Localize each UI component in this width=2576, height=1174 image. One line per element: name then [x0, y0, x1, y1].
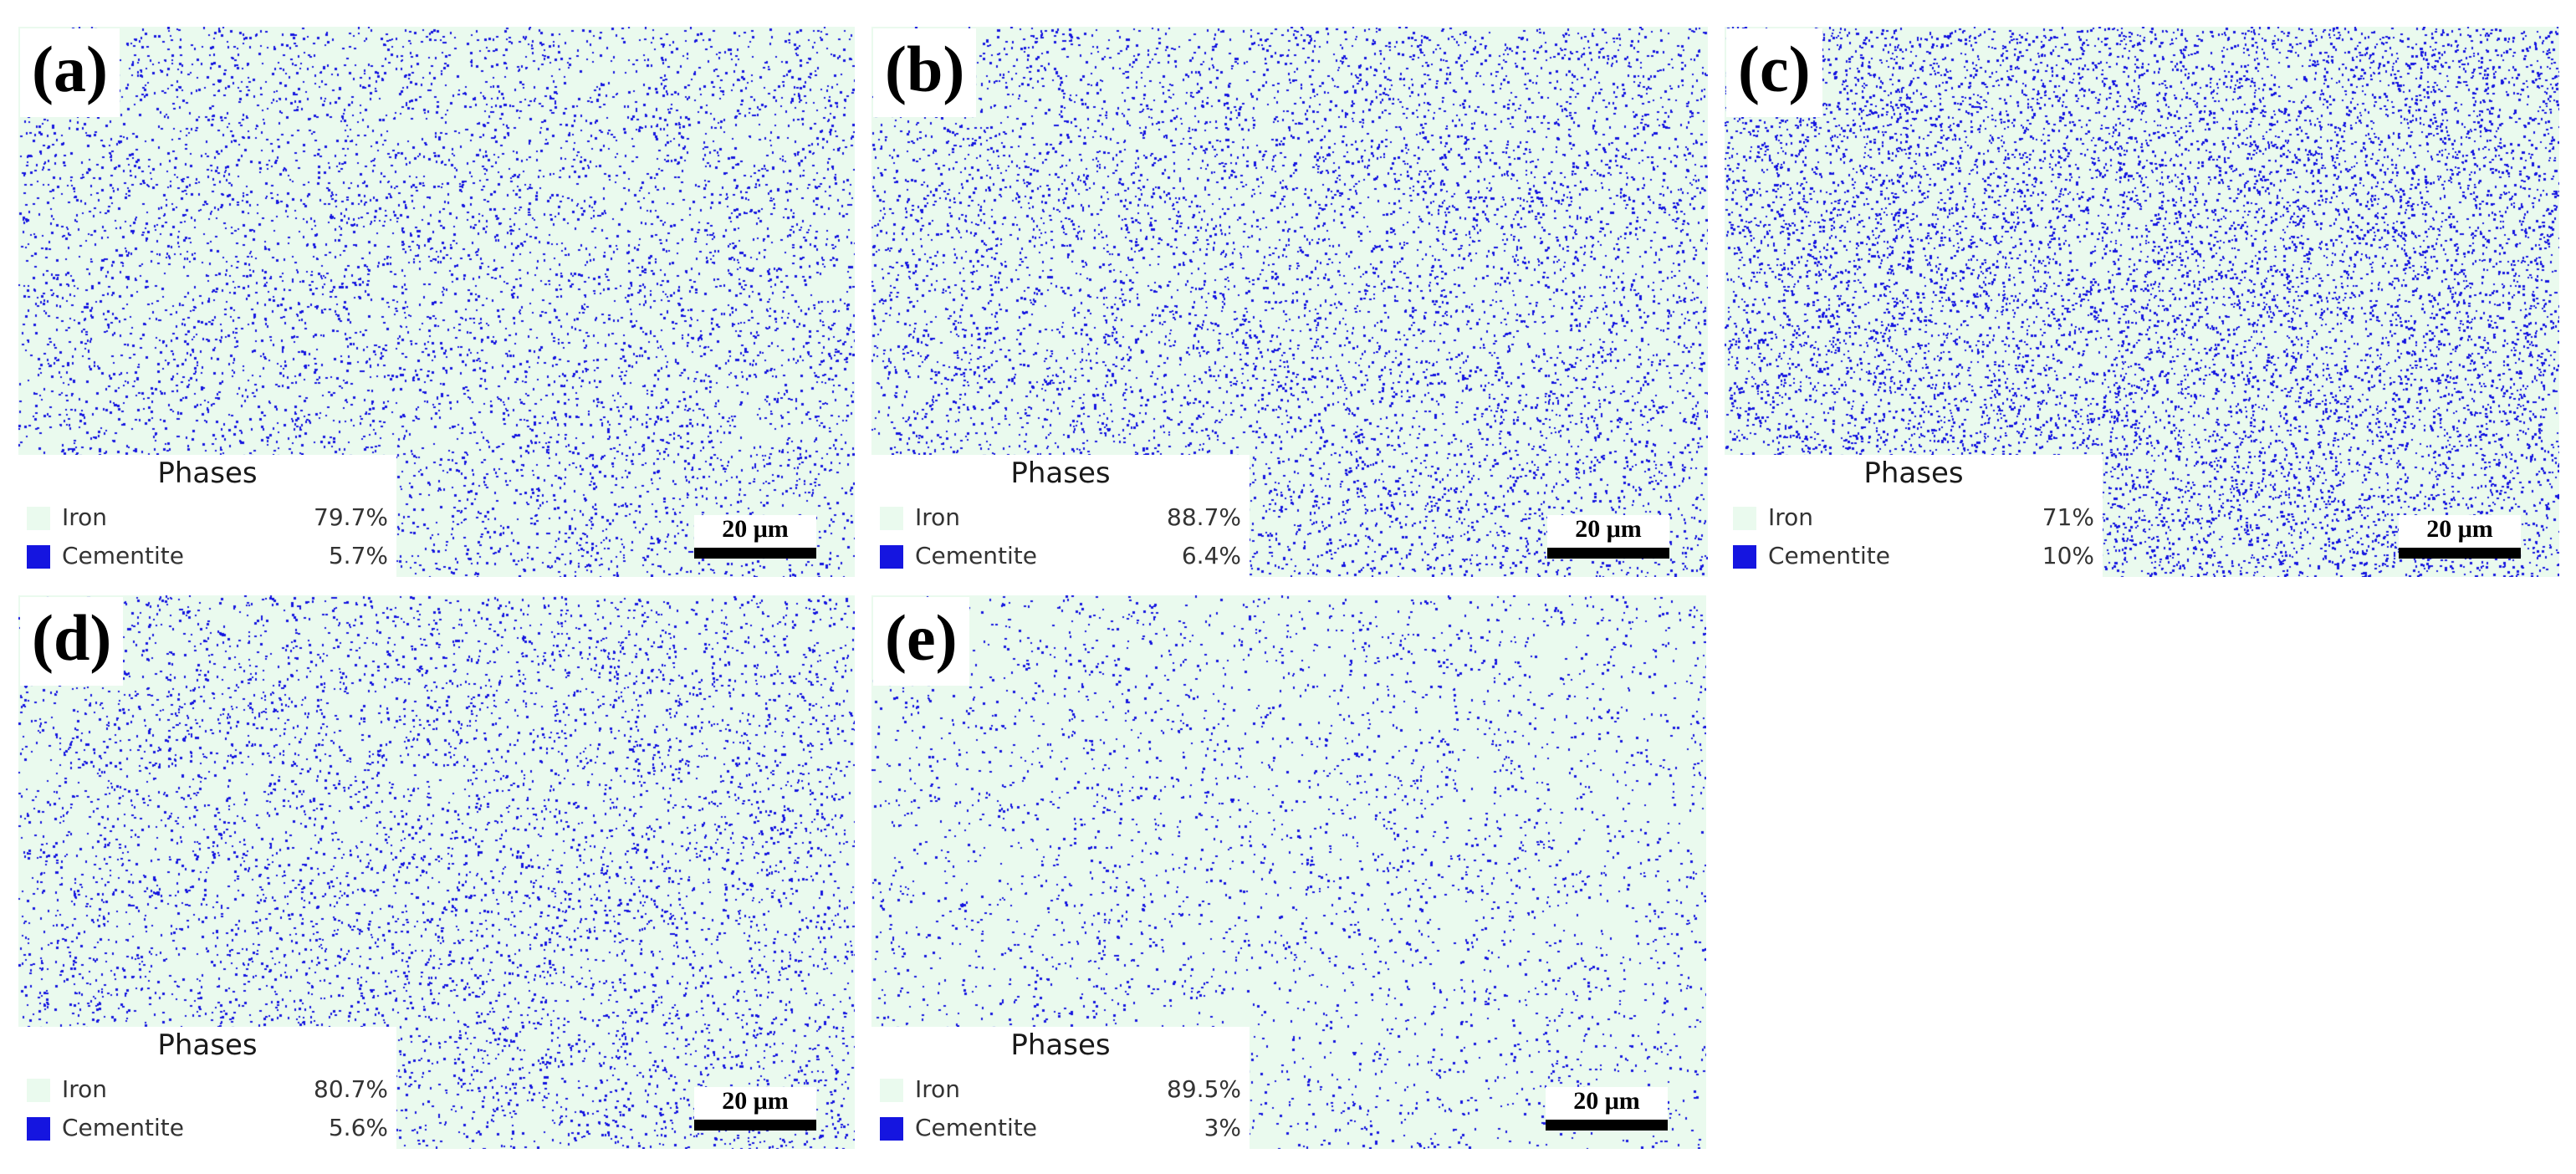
legend-title: Phases	[1010, 457, 1111, 490]
legend-row-iron: Iron 71%	[1733, 502, 2094, 535]
iron-swatch	[27, 1079, 50, 1102]
legend-title: Phases	[157, 457, 258, 490]
iron-swatch	[880, 507, 903, 530]
legend-title: Phases	[1863, 457, 1964, 490]
iron-swatch	[27, 507, 50, 530]
legend-row-iron: Iron 79.7%	[27, 502, 388, 535]
iron-label: Iron	[62, 503, 108, 531]
phase-map-d: (d) Phases Iron 80.7% Cementite 5.6% 20 …	[18, 595, 855, 1149]
scale-bar-line	[694, 1120, 816, 1131]
panel-label: (b)	[873, 28, 977, 117]
legend-row-iron: Iron 89.5%	[880, 1074, 1241, 1107]
legend-row-cementite: Cementite 6.4%	[880, 540, 1241, 574]
panel-label: (e)	[873, 597, 969, 686]
cementite-swatch	[27, 1117, 50, 1141]
scale-bar-line	[1547, 548, 1669, 559]
cementite-swatch	[27, 545, 50, 569]
phase-legend: Phases Iron 89.5% Cementite 3%	[871, 1027, 1250, 1149]
iron-swatch	[880, 1079, 903, 1102]
legend-title: Phases	[157, 1029, 258, 1062]
iron-label: Iron	[62, 1075, 108, 1103]
cementite-label: Cementite	[62, 542, 184, 569]
cementite-label: Cementite	[62, 1114, 184, 1141]
iron-swatch	[1733, 507, 1756, 530]
phase-legend: Phases Iron 80.7% Cementite 5.6%	[18, 1027, 396, 1149]
scale-bar-line	[1546, 1120, 1668, 1131]
scale-bar: 20 μm	[694, 515, 816, 559]
cementite-swatch	[880, 1117, 903, 1141]
iron-label: Iron	[1768, 503, 1814, 531]
legend-row-iron: Iron 88.7%	[880, 502, 1241, 535]
cementite-value: 5.6%	[328, 1114, 388, 1141]
cementite-swatch	[880, 545, 903, 569]
phase-legend: Phases Iron 88.7% Cementite 6.4%	[871, 455, 1250, 577]
scale-bar-label: 20 μm	[2426, 515, 2493, 543]
iron-value: 80.7%	[314, 1075, 388, 1103]
iron-label: Iron	[915, 503, 961, 531]
cementite-swatch	[1733, 545, 1756, 569]
phase-map-e: (e) Phases Iron 89.5% Cementite 3% 20 μm	[871, 595, 1706, 1149]
legend-row-cementite: Cementite 5.6%	[27, 1112, 388, 1146]
legend-row-iron: Iron 80.7%	[27, 1074, 388, 1107]
cementite-label: Cementite	[1768, 542, 1890, 569]
scale-bar-label: 20 μm	[722, 1087, 789, 1115]
cementite-value: 3%	[1204, 1114, 1241, 1141]
scale-bar-label: 20 μm	[1575, 515, 1642, 543]
iron-value: 79.7%	[314, 503, 388, 531]
iron-value: 89.5%	[1167, 1075, 1241, 1103]
cementite-value: 5.7%	[328, 542, 388, 569]
phase-map-a: (a) Phases Iron 79.7% Cementite 5.7% 20 …	[18, 27, 855, 577]
legend-row-cementite: Cementite 3%	[880, 1112, 1241, 1146]
iron-value: 71%	[2042, 503, 2094, 531]
legend-row-cementite: Cementite 5.7%	[27, 540, 388, 574]
cementite-value: 10%	[2042, 542, 2094, 569]
panel-label: (a)	[20, 28, 120, 117]
panel-label: (d)	[20, 597, 124, 686]
panel-label: (c)	[1726, 28, 1822, 117]
phase-map-c: (c) Phases Iron 71% Cementite 10% 20 μm	[1725, 27, 2559, 577]
scale-bar: 20 μm	[694, 1087, 816, 1131]
iron-label: Iron	[915, 1075, 961, 1103]
cementite-label: Cementite	[915, 542, 1037, 569]
phase-legend: Phases Iron 79.7% Cementite 5.7%	[18, 455, 396, 577]
scale-bar: 20 μm	[2399, 515, 2521, 559]
legend-title: Phases	[1010, 1029, 1111, 1062]
scale-bar: 20 μm	[1547, 515, 1669, 559]
cementite-label: Cementite	[915, 1114, 1037, 1141]
phase-legend: Phases Iron 71% Cementite 10%	[1725, 455, 2103, 577]
scale-bar: 20 μm	[1546, 1087, 1668, 1131]
legend-row-cementite: Cementite 10%	[1733, 540, 2094, 574]
scale-bar-label: 20 μm	[722, 515, 789, 543]
phase-map-b: (b) Phases Iron 88.7% Cementite 6.4% 20 …	[871, 27, 1708, 577]
scale-bar-label: 20 μm	[1573, 1087, 1640, 1115]
cementite-value: 6.4%	[1181, 542, 1241, 569]
scale-bar-line	[2399, 548, 2521, 559]
scale-bar-line	[694, 548, 816, 559]
iron-value: 88.7%	[1167, 503, 1241, 531]
